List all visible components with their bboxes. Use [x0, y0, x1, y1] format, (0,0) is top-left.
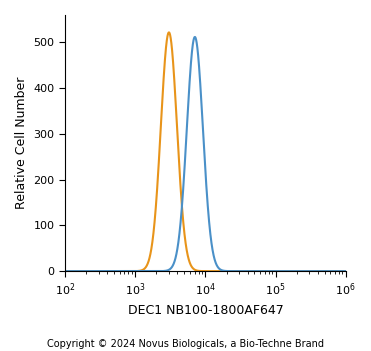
Text: Copyright © 2024 Novus Biologicals, a Bio-Techne Brand: Copyright © 2024 Novus Biologicals, a Bi… [47, 339, 324, 349]
Y-axis label: Relative Cell Number: Relative Cell Number [15, 77, 28, 209]
X-axis label: DEC1 NB100-1800AF647: DEC1 NB100-1800AF647 [128, 304, 283, 317]
